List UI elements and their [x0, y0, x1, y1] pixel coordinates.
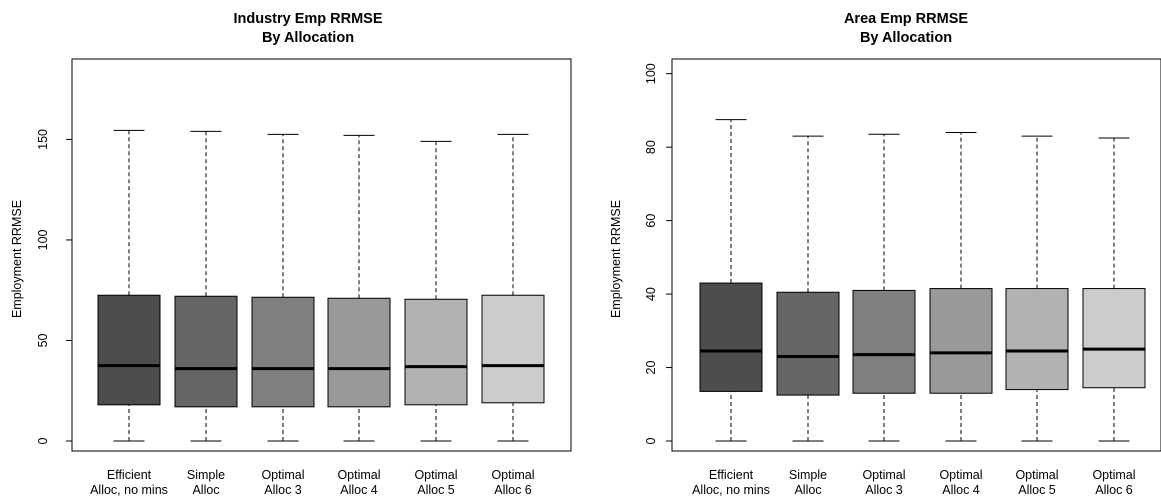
panel-industry: Industry Emp RRMSE By Allocation Employm…	[10, 11, 572, 497]
x-tick-label: Alloc 6	[494, 483, 532, 497]
box-5	[1005, 135, 1069, 442]
plot-frame	[71, 58, 572, 452]
box-1	[699, 119, 763, 442]
x-tick-label: Optimal	[337, 468, 380, 482]
box-5	[404, 140, 468, 442]
iqr-box	[251, 296, 315, 408]
x-tick-label: Optimal	[414, 468, 457, 482]
box-4	[327, 134, 391, 442]
x-tick-label: Alloc, no mins	[692, 483, 770, 497]
iqr-box	[776, 291, 840, 396]
x-tick-label: Alloc	[794, 483, 821, 497]
x-tick-label: Alloc 6	[1095, 483, 1133, 497]
y-axis: 0 50 100 150	[36, 129, 72, 444]
iqr-box	[97, 294, 161, 406]
iqr-box	[929, 288, 993, 394]
y-tick-label: 0	[36, 437, 50, 444]
x-tick-label: Optimal	[939, 468, 982, 482]
y-tick-label: 80	[644, 140, 658, 154]
y-tick-label: 0	[644, 437, 658, 444]
x-tick-label: Simple	[187, 468, 225, 482]
y-tick-label: 40	[644, 287, 658, 301]
boxes	[699, 119, 1146, 442]
chart-title: Area Emp RRMSE	[844, 11, 968, 27]
x-tick-label: Optimal	[1092, 468, 1135, 482]
x-tick-label: Alloc 5	[1018, 483, 1056, 497]
iqr-box	[1082, 288, 1146, 389]
x-tick-label: Alloc, no mins	[90, 483, 168, 497]
box-3	[251, 133, 315, 442]
box-2	[174, 130, 238, 442]
x-tick-label: Optimal	[491, 468, 534, 482]
iqr-box	[327, 297, 391, 408]
chart-subtitle: By Allocation	[860, 30, 952, 46]
x-tick-label: Efficient	[107, 468, 152, 482]
x-tick-label: Optimal	[862, 468, 905, 482]
y-axis-label: Employment RRMSE	[609, 200, 623, 318]
iqr-box	[174, 295, 238, 408]
plot-frame	[671, 58, 1161, 452]
x-tick-label: Efficient	[709, 468, 754, 482]
iqr-box	[481, 294, 545, 404]
panel-area: Area Emp RRMSE By Allocation Employment …	[609, 11, 1161, 497]
x-tick-label: Alloc 4	[340, 483, 378, 497]
box-1	[97, 129, 161, 442]
y-tick-label: 100	[644, 63, 658, 84]
x-tick-label: Alloc	[192, 483, 219, 497]
y-axis: 0 20 40 60 80 100	[644, 63, 672, 444]
box-4	[929, 131, 993, 442]
box-6	[481, 133, 545, 442]
x-tick-label: Alloc 4	[942, 483, 980, 497]
x-tick-label: Alloc 3	[264, 483, 302, 497]
y-tick-label: 100	[36, 229, 50, 250]
iqr-box	[404, 298, 468, 406]
box-6	[1082, 137, 1146, 442]
boxes	[97, 129, 545, 442]
chart-subtitle: By Allocation	[262, 30, 354, 46]
y-tick-label: 60	[644, 214, 658, 228]
x-tick-label: Simple	[789, 468, 827, 482]
box-2	[776, 135, 840, 442]
y-axis-label: Employment RRMSE	[10, 200, 24, 318]
y-tick-label: 20	[644, 361, 658, 375]
y-tick-label: 50	[36, 333, 50, 347]
chart-title: Industry Emp RRMSE	[233, 11, 382, 27]
y-tick-label: 150	[36, 129, 50, 150]
iqr-box	[1005, 288, 1069, 391]
x-tick-label: Optimal	[1015, 468, 1058, 482]
x-tick-label: Alloc 3	[865, 483, 903, 497]
x-tick-label: Alloc 5	[417, 483, 455, 497]
x-tick-label: Optimal	[261, 468, 304, 482]
iqr-box	[699, 282, 763, 392]
iqr-box	[852, 289, 916, 394]
box-3	[852, 133, 916, 442]
